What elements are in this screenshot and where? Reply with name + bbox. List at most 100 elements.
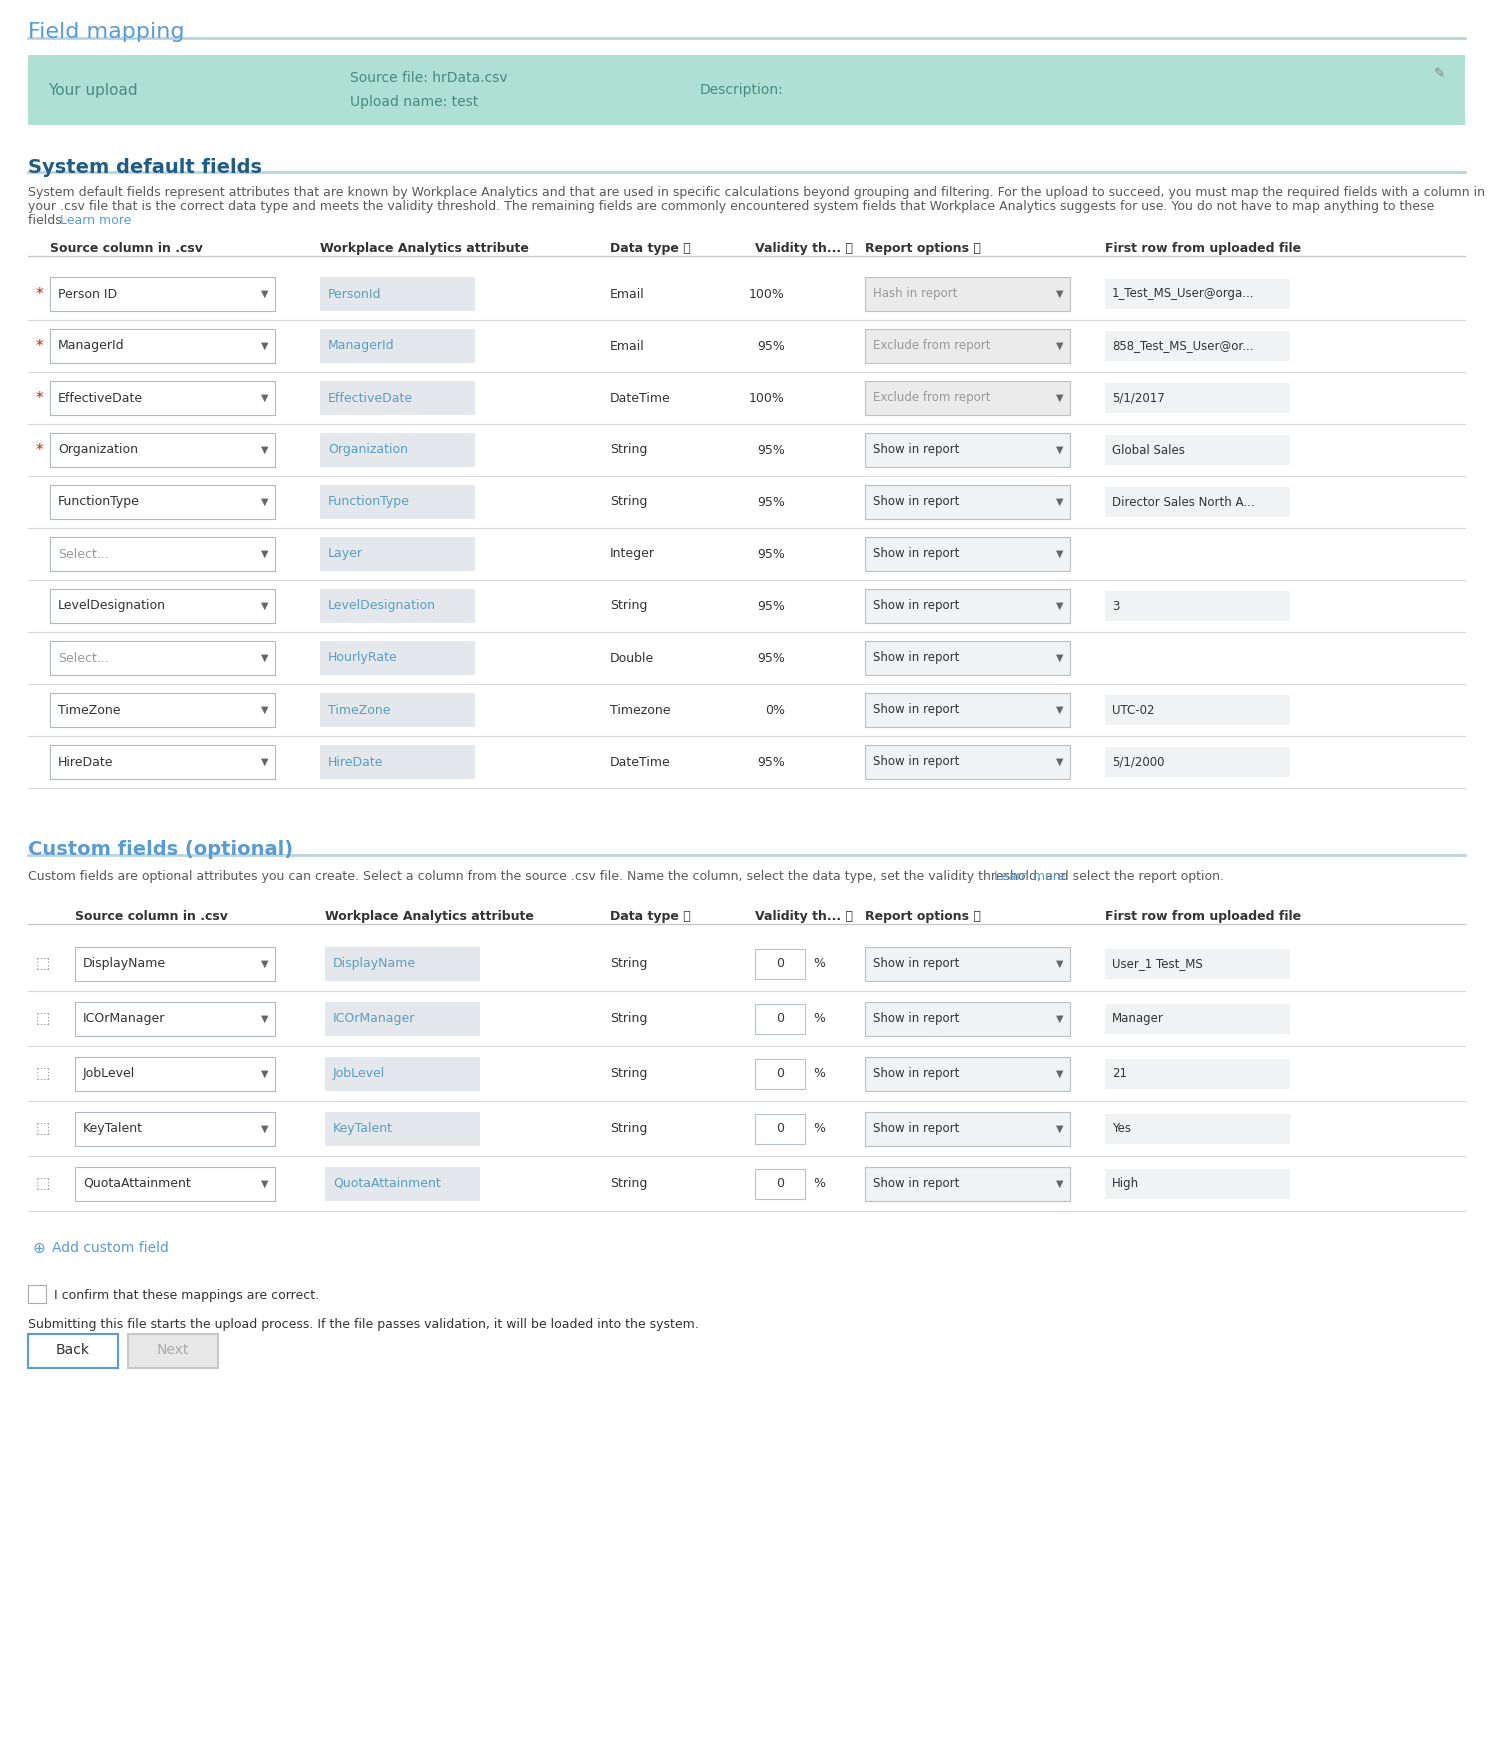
Text: DisplayName: DisplayName	[333, 958, 417, 970]
Bar	[49, 693, 275, 726]
Bar	[864, 746, 1070, 779]
Text: Email: Email	[611, 339, 645, 353]
Bar	[1105, 1003, 1290, 1034]
Bar	[1105, 591, 1290, 620]
Bar	[864, 1057, 1070, 1090]
Text: TimeZone: TimeZone	[328, 704, 391, 716]
Text: Validity th... ⓘ: Validity th... ⓘ	[755, 911, 853, 923]
Text: Global Sales: Global Sales	[1112, 443, 1185, 457]
Text: Exclude from report: Exclude from report	[873, 391, 990, 405]
Bar	[755, 1058, 805, 1088]
Text: ▼: ▼	[261, 393, 269, 403]
Text: ▼: ▼	[261, 601, 269, 612]
Bar	[1105, 280, 1290, 309]
Text: Add custom field: Add custom field	[52, 1241, 169, 1255]
Text: Show in report: Show in report	[873, 652, 960, 664]
Bar	[28, 1284, 46, 1304]
Text: 0: 0	[776, 1177, 784, 1191]
Text: Source column in .csv: Source column in .csv	[49, 242, 203, 255]
Text: Timezone: Timezone	[611, 704, 670, 716]
Text: String: String	[611, 1067, 648, 1079]
Bar	[325, 1112, 481, 1145]
Text: LevelDesignation: LevelDesignation	[58, 600, 166, 612]
Text: Show in report: Show in report	[873, 1177, 960, 1191]
Text: %: %	[814, 1177, 826, 1191]
Text: 858_Test_MS_User@or...: 858_Test_MS_User@or...	[1112, 339, 1254, 353]
Bar	[864, 485, 1070, 520]
Text: Manager: Manager	[1112, 1012, 1165, 1025]
Bar	[1105, 1058, 1290, 1088]
Bar	[1105, 949, 1290, 978]
Bar	[864, 381, 1070, 415]
Bar	[75, 1112, 275, 1145]
Text: Report options ⓘ: Report options ⓘ	[864, 242, 981, 255]
Bar	[320, 485, 475, 520]
Text: 95%: 95%	[757, 495, 785, 509]
Bar	[28, 1335, 118, 1368]
Text: ▼: ▼	[1056, 445, 1063, 455]
Text: 95%: 95%	[757, 547, 785, 560]
Bar	[49, 641, 275, 674]
Text: Show in report: Show in report	[873, 547, 960, 560]
Bar	[1105, 434, 1290, 466]
Text: Select...: Select...	[58, 652, 109, 664]
Bar	[864, 1166, 1070, 1201]
Text: ▼: ▼	[1056, 289, 1063, 299]
Text: ▼: ▼	[261, 1069, 269, 1079]
Text: ManagerId: ManagerId	[58, 339, 124, 353]
Text: 100%: 100%	[749, 287, 785, 301]
Text: ▼: ▼	[1056, 1069, 1063, 1079]
Text: ▼: ▼	[1056, 958, 1063, 968]
Text: JobLevel: JobLevel	[84, 1067, 136, 1079]
Text: ▼: ▼	[1056, 653, 1063, 662]
Text: System default fields: System default fields	[28, 158, 261, 177]
Bar	[49, 328, 275, 363]
Text: Show in report: Show in report	[873, 443, 960, 457]
Text: ▼: ▼	[1056, 341, 1063, 351]
Text: ICOrManager: ICOrManager	[333, 1012, 415, 1025]
Text: Learn more: Learn more	[993, 871, 1065, 883]
Text: Back: Back	[57, 1343, 90, 1357]
Text: I confirm that these mappings are correct.: I confirm that these mappings are correc…	[54, 1288, 320, 1302]
Bar	[755, 1114, 805, 1144]
Text: LevelDesignation: LevelDesignation	[328, 600, 436, 612]
Bar	[28, 56, 1465, 125]
Text: ⬚: ⬚	[36, 1065, 51, 1081]
Text: Show in report: Show in report	[873, 600, 960, 612]
Text: ▼: ▼	[1056, 758, 1063, 766]
Bar	[49, 537, 275, 572]
Text: Exclude from report: Exclude from report	[873, 339, 990, 353]
Bar	[864, 537, 1070, 572]
Text: Select...: Select...	[58, 547, 109, 560]
Text: Double: Double	[611, 652, 654, 664]
Text: Workplace Analytics attribute: Workplace Analytics attribute	[320, 242, 529, 255]
Bar	[320, 641, 475, 674]
Text: ▼: ▼	[261, 1123, 269, 1133]
Text: DateTime: DateTime	[611, 756, 670, 768]
Text: ▼: ▼	[261, 1013, 269, 1024]
Text: 95%: 95%	[757, 443, 785, 457]
Bar	[320, 276, 475, 311]
Text: Integer: Integer	[611, 547, 655, 560]
Text: String: String	[611, 1123, 648, 1135]
Bar	[75, 947, 275, 980]
Bar	[320, 381, 475, 415]
Text: ▼: ▼	[1056, 549, 1063, 560]
Text: Hash in report: Hash in report	[873, 287, 957, 301]
Text: String: String	[611, 958, 648, 970]
Text: Report options ⓘ: Report options ⓘ	[864, 911, 981, 923]
Text: 0: 0	[776, 1012, 784, 1025]
Text: DisplayName: DisplayName	[84, 958, 166, 970]
Text: ▼: ▼	[261, 1178, 269, 1189]
Text: *: *	[36, 391, 43, 405]
Text: Source file: hrData.csv: Source file: hrData.csv	[349, 71, 508, 85]
Text: ▼: ▼	[261, 758, 269, 766]
Text: *: *	[36, 339, 43, 353]
Bar	[864, 433, 1070, 468]
Text: High: High	[1112, 1177, 1139, 1191]
Bar	[320, 589, 475, 622]
Text: ▼: ▼	[261, 958, 269, 968]
Text: String: String	[611, 1177, 648, 1191]
Text: KeyTalent: KeyTalent	[84, 1123, 143, 1135]
Bar	[1105, 382, 1290, 414]
